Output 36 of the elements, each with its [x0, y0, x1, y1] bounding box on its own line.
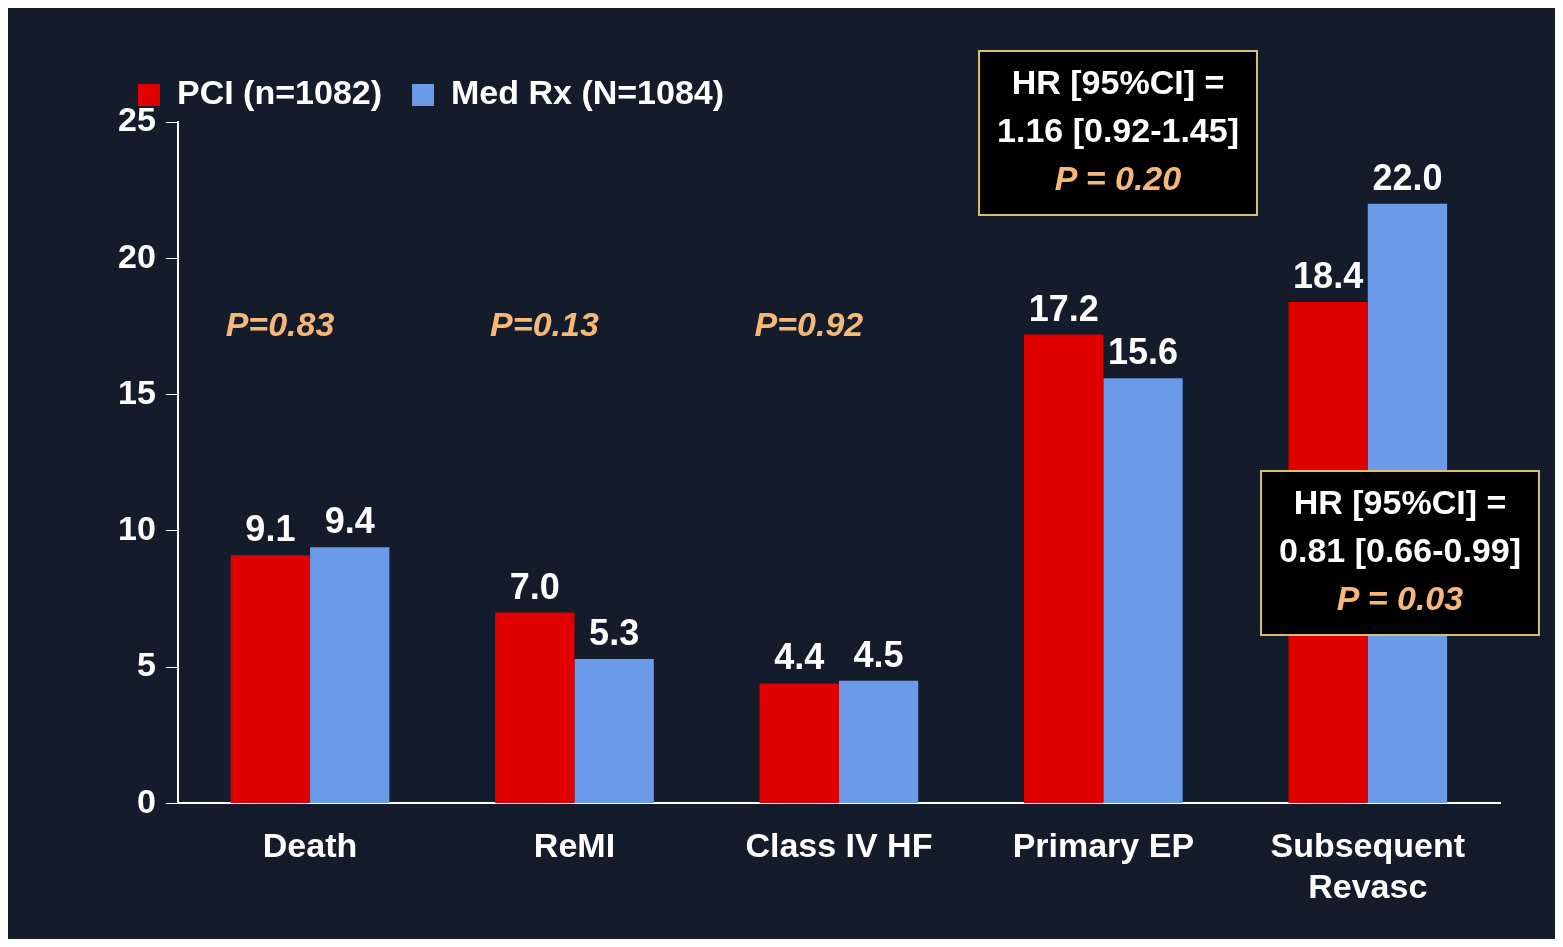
- annotation: P=0.92: [754, 304, 864, 343]
- annotation: HR [95%CI] = 1.16 [0.92-1.45] P = 0.20: [997, 63, 1239, 198]
- legend-label: PCI (n=1082): [177, 73, 383, 112]
- x-tick-label: Subsequent Revasc: [1270, 826, 1466, 905]
- y-tick-label: 5: [136, 645, 156, 684]
- data-label: 5.3: [589, 611, 640, 653]
- data-label: 7.0: [509, 565, 560, 607]
- bar: [230, 555, 311, 803]
- annotation: P=0.83: [225, 304, 335, 343]
- bar: [574, 658, 654, 803]
- bar: [759, 683, 839, 803]
- bar: [495, 612, 575, 803]
- data-label: 15.6: [1107, 331, 1179, 373]
- y-tick-label: 25: [117, 100, 156, 139]
- annotation: P=0.13: [490, 304, 599, 343]
- legend-label: Med Rx (N=1084): [451, 73, 725, 112]
- data-label: 22.0: [1372, 156, 1443, 198]
- x-tick-label: Death: [262, 826, 358, 865]
- y-tick-label: 20: [117, 236, 156, 275]
- bar: [1103, 378, 1183, 803]
- data-label: 18.4: [1293, 254, 1364, 296]
- data-label: 9.1: [245, 508, 296, 550]
- y-tick-label: 0: [136, 781, 156, 820]
- y-tick-label: 15: [117, 372, 156, 411]
- x-tick-label: Primary EP: [1012, 826, 1195, 865]
- x-tick-label: ReMI: [533, 826, 616, 865]
- y-tick-label: 10: [117, 509, 156, 548]
- data-label: 4.5: [853, 633, 904, 675]
- bar: [1024, 334, 1104, 803]
- data-label: 9.4: [324, 500, 375, 542]
- bar: [838, 680, 919, 803]
- x-tick-label: Class IV HF: [745, 826, 933, 865]
- data-label: 17.2: [1028, 287, 1099, 329]
- annotation: HR [95%CI] = 0.81 [0.66-0.99] P = 0.03: [1279, 483, 1521, 618]
- data-label: 4.4: [774, 636, 825, 678]
- bar: [310, 547, 390, 803]
